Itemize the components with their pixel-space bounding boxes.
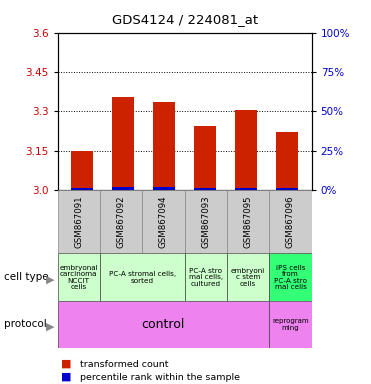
Bar	[276, 132, 298, 190]
Bar	[112, 187, 134, 190]
Text: GDS4124 / 224081_at: GDS4124 / 224081_at	[112, 13, 259, 26]
Text: percentile rank within the sample: percentile rank within the sample	[80, 372, 240, 382]
Bar	[71, 151, 93, 190]
Text: GSM867092: GSM867092	[116, 195, 125, 248]
Text: iPS cells
from
PC-A stro
mal cells: iPS cells from PC-A stro mal cells	[274, 265, 307, 290]
Text: embryonal
carcinoma
NCCIT
cells: embryonal carcinoma NCCIT cells	[59, 265, 98, 290]
Bar	[276, 188, 298, 190]
Text: PC-A stromal cells,
sorted: PC-A stromal cells, sorted	[109, 271, 176, 284]
Bar	[71, 188, 93, 190]
Bar	[269, 190, 312, 253]
Bar	[153, 102, 175, 190]
Bar	[194, 126, 216, 190]
Text: embryoni
c stem
cells: embryoni c stem cells	[231, 268, 265, 287]
Bar	[185, 190, 227, 253]
Text: ▶: ▶	[46, 274, 54, 285]
Bar	[185, 253, 227, 301]
Bar	[58, 301, 269, 348]
Text: transformed count: transformed count	[80, 359, 168, 369]
Bar	[58, 190, 100, 253]
Text: protocol: protocol	[4, 319, 46, 329]
Text: cell type: cell type	[4, 272, 48, 283]
Bar	[269, 301, 312, 348]
Bar	[142, 190, 185, 253]
Bar	[235, 188, 257, 190]
Text: ■: ■	[61, 372, 72, 382]
Bar	[227, 190, 269, 253]
Text: GSM867095: GSM867095	[244, 195, 253, 248]
Text: GSM867093: GSM867093	[201, 195, 210, 248]
Text: PC-A stro
mal cells,
cultured: PC-A stro mal cells, cultured	[189, 268, 223, 287]
Bar	[227, 253, 269, 301]
Text: control: control	[142, 318, 185, 331]
Bar	[58, 253, 100, 301]
Text: ▶: ▶	[46, 321, 54, 331]
Text: GSM867096: GSM867096	[286, 195, 295, 248]
Bar	[112, 97, 134, 190]
Bar	[100, 253, 185, 301]
Bar	[153, 187, 175, 190]
Bar	[100, 190, 142, 253]
Text: reprogram
ming: reprogram ming	[272, 318, 309, 331]
Text: GSM867091: GSM867091	[74, 195, 83, 248]
Bar	[194, 188, 216, 190]
Bar	[269, 253, 312, 301]
Text: ■: ■	[61, 359, 72, 369]
Bar	[235, 110, 257, 190]
Text: GSM867094: GSM867094	[159, 195, 168, 248]
